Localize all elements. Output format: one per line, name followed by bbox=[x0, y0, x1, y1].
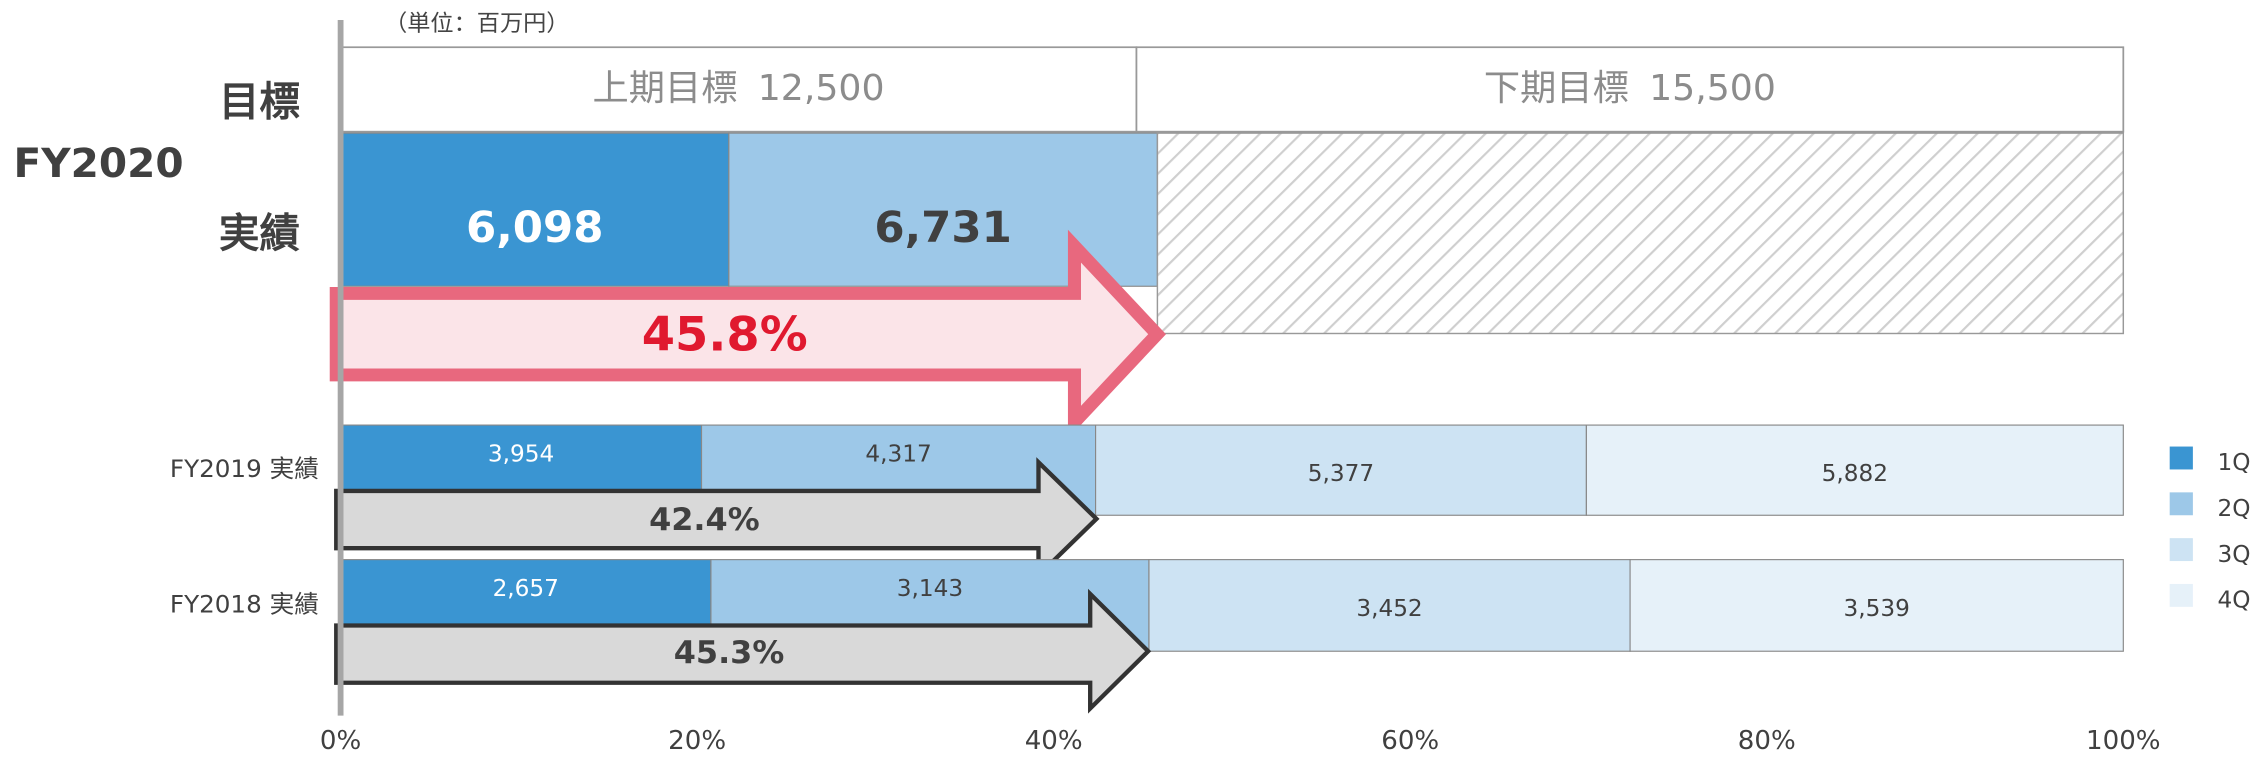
value-label: 5,377 bbox=[1308, 461, 1374, 487]
target-value: 12,500 bbox=[758, 68, 885, 109]
target-text: 上期目標 12,500 bbox=[593, 68, 885, 109]
target-value: 15,500 bbox=[1649, 68, 1776, 109]
value-label: 3,143 bbox=[897, 576, 963, 602]
value-label: 3,539 bbox=[1844, 596, 1910, 622]
progress-label: 45.3% bbox=[674, 635, 785, 671]
remaining-hatch bbox=[1156, 132, 2125, 335]
x-tick-label: 60% bbox=[1381, 726, 1439, 756]
legend-label: 2Q bbox=[2218, 496, 2251, 522]
bar bbox=[1095, 424, 1587, 516]
x-tick-label: 0% bbox=[320, 726, 361, 756]
legend-label: 3Q bbox=[2218, 542, 2251, 568]
value-label: 3,452 bbox=[1356, 596, 1422, 622]
actual-value-label: 6,731 bbox=[874, 203, 1012, 253]
x-tick-label: 100% bbox=[2086, 726, 2161, 756]
value-label: 3,954 bbox=[488, 442, 554, 468]
progress-label: 45.8% bbox=[642, 308, 808, 363]
target-box bbox=[339, 46, 1138, 133]
progress-arrow bbox=[334, 588, 1152, 714]
x-tick-label: 40% bbox=[1025, 726, 1083, 756]
legend-swatch bbox=[2169, 583, 2193, 607]
fy2020-label: FY2020 bbox=[14, 140, 184, 187]
bar bbox=[1629, 559, 2124, 652]
legend-label: 4Q bbox=[2218, 588, 2251, 614]
unit-note: （単位：百万円） bbox=[384, 11, 569, 37]
value-label: 4,317 bbox=[865, 442, 931, 468]
actual-bar bbox=[340, 132, 730, 287]
x-tick-label: 80% bbox=[1738, 726, 1796, 756]
target-name: 下期目標 bbox=[1484, 68, 1629, 109]
bar bbox=[1585, 424, 2124, 516]
progress-arrow bbox=[329, 229, 1166, 439]
target-box bbox=[1135, 46, 2125, 133]
target-name: 上期目標 bbox=[593, 68, 738, 109]
x-tick-label: 20% bbox=[668, 726, 726, 756]
legend-swatch bbox=[2169, 538, 2193, 562]
bar bbox=[1148, 559, 1631, 652]
actual-label: 実績 bbox=[219, 210, 300, 257]
category-label: FY2018 実績 bbox=[170, 590, 319, 619]
progress-label: 42.4% bbox=[649, 502, 760, 538]
legend-label: 1Q bbox=[2218, 450, 2251, 476]
target-text: 下期目標 15,500 bbox=[1484, 68, 1776, 109]
legend-swatch bbox=[2169, 446, 2193, 470]
progress-arrow bbox=[334, 457, 1100, 581]
value-label: 2,657 bbox=[493, 576, 559, 602]
target-label: 目標 bbox=[219, 79, 300, 126]
legend-swatch bbox=[2169, 492, 2193, 516]
value-label: 5,882 bbox=[1822, 461, 1888, 487]
actual-value-label: 6,098 bbox=[466, 203, 604, 253]
category-label: FY2019 実績 bbox=[170, 454, 319, 483]
